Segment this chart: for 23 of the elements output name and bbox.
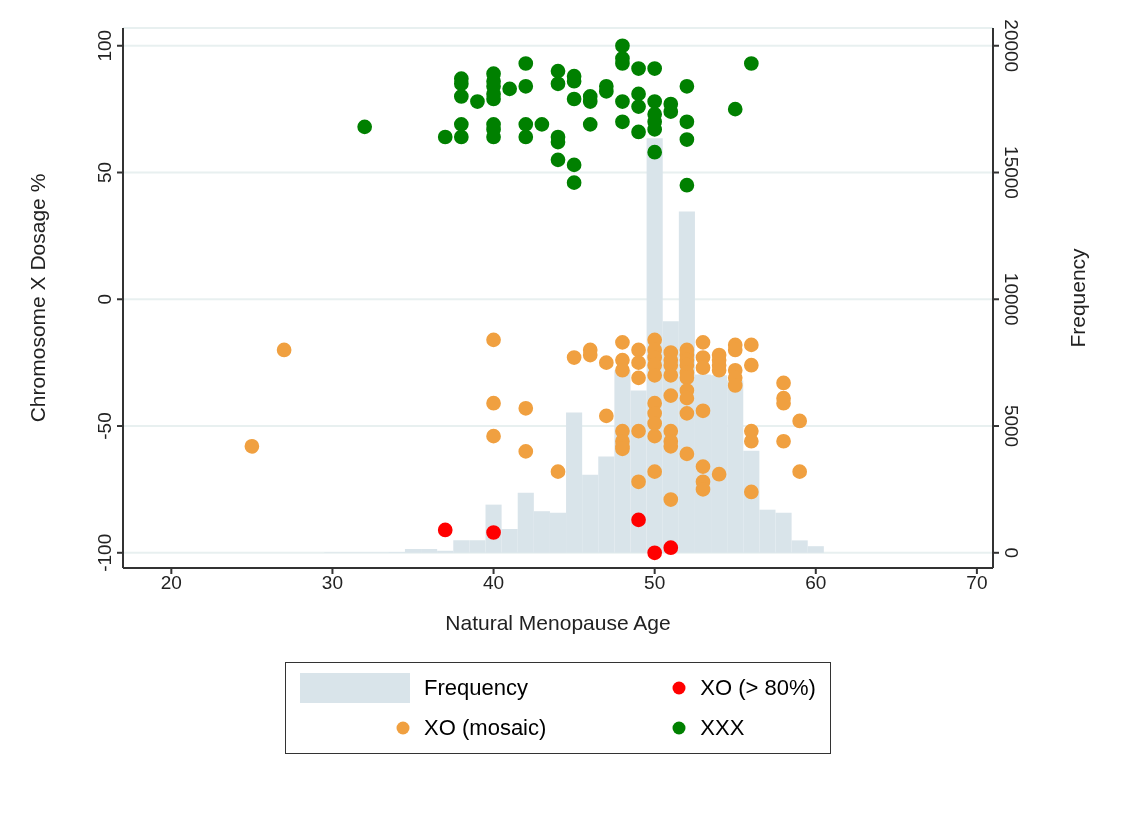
x-tick-label: 40 bbox=[482, 572, 505, 594]
legend-label: XO (> 80%) bbox=[700, 675, 816, 701]
y2-tick-label: 0 bbox=[1001, 547, 1022, 559]
y2-tick-label: 10000 bbox=[1001, 272, 1022, 326]
y-tick-label: 100 bbox=[94, 29, 115, 62]
x-axis-title: Natural Menopause Age bbox=[445, 611, 671, 634]
legend-label: XO (mosaic) bbox=[424, 715, 547, 741]
y-tick-label: -100 bbox=[94, 533, 115, 572]
legend-label: Frequency bbox=[424, 675, 529, 701]
x-tick-label: 20 bbox=[160, 572, 182, 594]
y-tick-label: 50 bbox=[94, 161, 115, 184]
y2-tick-label: 20000 bbox=[1001, 19, 1022, 73]
y2-tick-label: 15000 bbox=[1001, 146, 1022, 199]
y-tick-label: 0 bbox=[94, 293, 115, 305]
y2-axis-title: Frequency bbox=[1066, 247, 1090, 348]
legend-label: XXX bbox=[700, 715, 745, 741]
x-tick-label: 70 bbox=[966, 572, 988, 594]
x-tick-label: 50 bbox=[644, 572, 666, 594]
y-axis-title: Chromosome X Dosage % bbox=[26, 173, 50, 423]
y2-tick-label: 5000 bbox=[1001, 404, 1022, 448]
x-tick-label: 60 bbox=[805, 572, 827, 594]
y-tick-label: -50 bbox=[94, 412, 115, 440]
x-tick-label: 30 bbox=[321, 572, 344, 594]
